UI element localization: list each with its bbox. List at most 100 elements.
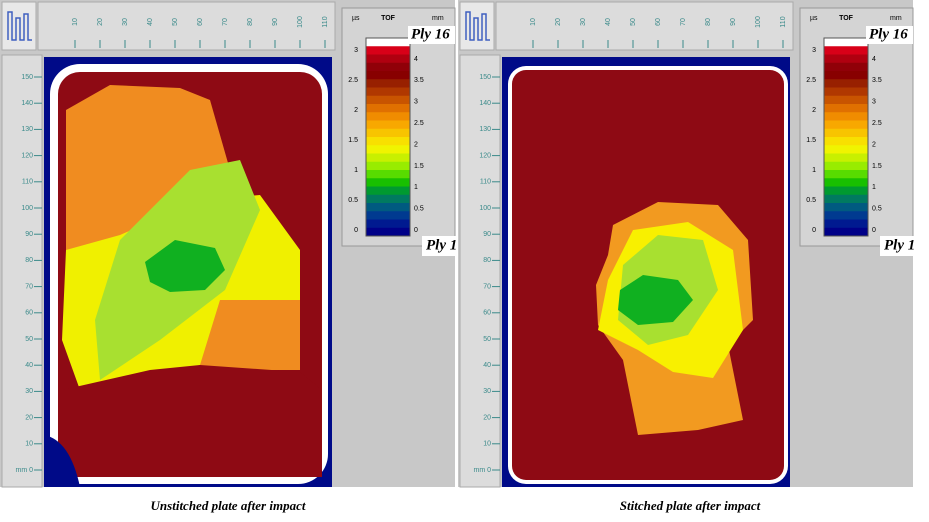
left-tick-label: 100 [479,205,491,212]
ruler-icon [459,1,495,51]
top-tick-label: 80 [705,18,712,26]
scale-right-label: 1.5 [414,163,424,170]
scale-swatch [366,79,410,88]
bottom-dark [62,365,322,477]
scale-swatch [824,145,868,154]
scan-panel: 10 20 30 40 50 60 70 80 90 100 1101501401301201101… [0,0,462,513]
left-tick-label: 60 [25,310,33,317]
left-tick-label: 20 [25,414,33,421]
scale-swatch [824,178,868,187]
scale-swatch [824,227,868,237]
scale-swatch [824,54,868,64]
scale-swatch [824,203,868,212]
scan-panel: 10 20 30 40 50 60 70 80 90 100 1101501401301201101… [458,0,920,513]
scale-swatch [366,38,410,47]
scale-swatch [824,211,868,220]
caption: Unstitched plate after impact [151,498,306,513]
scale-swatch [366,46,410,55]
top-tick-label: 20 [97,18,104,26]
scale-swatch [366,153,410,163]
scale-right-label: 2.5 [414,120,424,127]
top-tick-label: 90 [272,18,279,26]
scale-left-label: 0.5 [348,197,358,204]
scale-swatch [366,145,410,154]
scale-swatch [366,137,410,146]
scale-right-label: 2 [872,141,876,148]
scale-right-label: 3 [414,99,418,106]
scale-swatch [824,128,868,138]
scale-right-label: 0 [414,227,418,234]
top-tick-label: 40 [605,18,612,26]
scale-swatch [366,178,410,187]
left-tick-label: 90 [483,231,491,238]
top-ruler [37,1,336,51]
left-tick-label: 60 [483,310,491,317]
scale-swatch [366,194,410,204]
left-tick-label: 80 [483,257,491,264]
scale-swatch [824,46,868,55]
top-tick-label: 80 [247,18,254,26]
left-tick-label: 130 [21,126,33,133]
scale-swatch [366,104,410,113]
left-tick-label: 130 [479,126,491,133]
left-tick-label: 40 [483,362,491,369]
ply-top: Ply 16 [869,26,908,42]
scale-swatch [366,87,410,97]
ply-bottom: Ply 1 [426,237,457,253]
left-tick-label: 50 [483,336,491,343]
top-tick-label: 60 [197,18,204,26]
top-tick-label: 50 [630,18,637,26]
top-tick-label: 40 [147,18,154,26]
left-tick-label: 70 [25,283,33,290]
scale-left-label: 0 [812,227,816,234]
ply-bottom-bg [880,236,920,256]
top-tick-label: 20 [555,18,562,26]
left-tick-label: 120 [479,152,491,159]
scale-swatch [824,186,868,196]
left-tick-label: 50 [25,336,33,343]
scale-swatch [824,71,868,80]
scale-left-label: 1 [354,167,358,174]
left-tick-label: 100 [21,205,33,212]
scale-unit-left: µs [352,15,360,22]
scale-swatch [366,128,410,138]
ruler-icon [1,1,37,51]
scale-swatch [366,95,410,105]
left-tick-label: 140 [21,100,33,107]
scale-swatch [366,227,410,237]
left-tick-label: 140 [479,100,491,107]
left-tick-label: 10 [25,441,33,448]
top-tick-label: 100 [755,16,762,28]
scale-swatch [824,137,868,146]
scale-right-label: 1 [414,184,418,191]
left-tick-label: 30 [483,388,491,395]
top-tick-label: 110 [780,16,787,27]
left-tick-label: 10 [483,441,491,448]
scale-right-label: 4 [414,56,418,63]
scale-swatch [824,161,868,171]
left-tick-label: 110 [22,179,33,186]
scale-unit-right: mm [890,15,902,22]
scale-swatch [824,219,868,229]
left-tick-label: mm 0 [16,467,34,474]
scale-swatch [366,219,410,229]
top-tick-label: 70 [222,18,229,26]
scale-swatch [366,120,410,130]
scale-right-label: 0.5 [872,206,882,213]
left-tick-label: 40 [25,362,33,369]
scale-swatch [824,62,868,72]
corner-blue [44,435,80,487]
top-tick-label: 10 [530,18,537,26]
top-tick-label: 50 [172,18,179,26]
scale-swatch [366,112,410,121]
scale-swatch [366,211,410,220]
left-tick-label: 20 [483,414,491,421]
scale-left-label: 2 [812,107,816,114]
scale-right-label: 3.5 [414,77,424,84]
scale-title: TOF [839,15,854,22]
scale-right-label: 4 [872,56,876,63]
ruler-icon-glyph [465,11,490,41]
left-tick-label: mm 0 [474,467,492,474]
scale-frame [823,37,869,237]
ply-bottom: Ply 1 [884,237,915,253]
